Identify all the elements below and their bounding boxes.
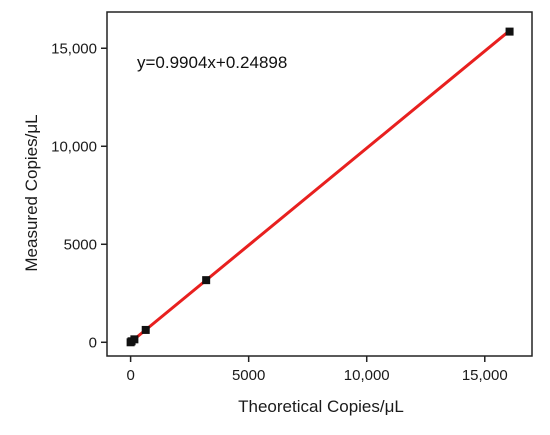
data-point <box>202 276 211 285</box>
data-point <box>505 27 514 36</box>
y-tick-label: 0 <box>89 334 97 351</box>
fit-layer <box>129 29 512 344</box>
x-tick-label: 15,000 <box>462 367 508 384</box>
fit-equation-annotation: y=0.9904x+0.24898 <box>137 53 287 72</box>
data-point <box>130 335 139 344</box>
y-tick-label: 5000 <box>64 236 97 253</box>
plot-border <box>106 11 533 357</box>
fit-line <box>129 29 512 344</box>
x-tick-label: 10,000 <box>344 367 390 384</box>
y-axis-label: Measured Copies/μL <box>22 114 41 271</box>
y-tick-label: 10,000 <box>51 138 97 155</box>
x-tick-label: 5000 <box>232 367 265 384</box>
x-axis: 0 5000 10,000 15,000 <box>126 356 508 384</box>
points-layer <box>126 27 514 347</box>
x-axis-label: Theoretical Copies/μL <box>238 397 404 416</box>
x-tick-label: 0 <box>126 367 134 384</box>
y-axis: 0 5000 10,000 15,000 <box>51 40 107 351</box>
data-point <box>141 325 150 334</box>
y-tick-label: 15,000 <box>51 40 97 57</box>
plot-frame <box>106 11 533 357</box>
